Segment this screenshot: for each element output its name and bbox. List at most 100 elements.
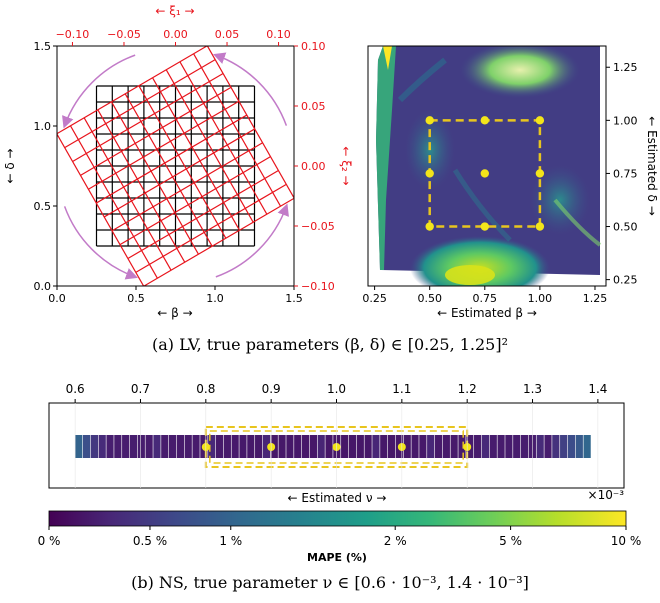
top-tick-label: 1.3 xyxy=(523,382,542,396)
strip-cell xyxy=(239,435,247,458)
right-axis-label: ← ξ₂ → xyxy=(339,146,353,185)
strip-cell xyxy=(419,435,427,458)
strip-cell xyxy=(90,435,98,458)
top-tick-label: 1.4 xyxy=(588,382,607,396)
right-tick-label: 0.00 xyxy=(301,160,326,173)
red-grid-line xyxy=(179,61,268,215)
colorbar-tick-label: 0 % xyxy=(38,534,61,548)
strip-cell xyxy=(184,435,192,458)
red-grid-line xyxy=(135,183,287,273)
y-axis-label: ← Estimated δ → xyxy=(645,116,659,216)
strip-cell xyxy=(114,435,122,458)
strip-cell xyxy=(192,435,200,458)
colorbar-label: MAPE (%) xyxy=(307,551,367,564)
strip-cell xyxy=(403,435,411,458)
strip-cell xyxy=(411,435,419,458)
right-tick-label: 0.10 xyxy=(301,40,326,53)
true-parameter-point xyxy=(425,222,434,231)
colorbar-tick-label: 10 % xyxy=(611,534,642,548)
strip-cell xyxy=(450,435,458,458)
red-grid-line xyxy=(80,86,232,176)
caption-b: (b) NS, true parameter ν ∈ [0.6 · 10⁻³, … xyxy=(131,573,529,592)
strip-cell xyxy=(231,435,239,458)
top-tick-label: 0.7 xyxy=(131,382,150,396)
strip-cell xyxy=(294,435,302,458)
true-parameter-point xyxy=(535,169,545,178)
y-tick-label: 0.25 xyxy=(613,274,638,287)
red-grid-line xyxy=(127,169,279,260)
strip-cell xyxy=(247,435,255,458)
true-parameter-point xyxy=(425,116,434,125)
true-parameter-point xyxy=(535,116,545,125)
strip-cell xyxy=(520,435,529,458)
right-tick-label: 0.05 xyxy=(301,100,326,113)
red-grid-line xyxy=(206,46,294,199)
y-tick-label: 1.25 xyxy=(613,61,638,74)
x-axis-label: ← Estimated β → xyxy=(437,306,537,320)
top-tick-label: 0.8 xyxy=(196,382,215,396)
top-tick-label: −0.10 xyxy=(56,28,90,41)
x-tick-label: 0.75 xyxy=(473,292,498,305)
true-parameter-point xyxy=(425,169,434,178)
true-parameter-point xyxy=(480,116,489,125)
top-tick-label: 0.9 xyxy=(262,382,281,396)
colorbar: 0 % 0.5 % 1 % 2 % 5 % 10 % MAPE (%) xyxy=(38,510,642,564)
red-grid-line xyxy=(95,114,248,204)
red-grid-line xyxy=(72,72,224,163)
x-tick-label: 1.0 xyxy=(206,292,224,305)
strip-cell xyxy=(575,435,583,458)
strip-cell xyxy=(301,435,310,458)
strip-cell xyxy=(552,435,560,458)
colorbar-ticks: 0 % 0.5 % 1 % 2 % 5 % 10 % xyxy=(38,526,642,548)
top-tick-label: 0.6 xyxy=(66,382,85,396)
y-tick-label: 1.0 xyxy=(34,120,52,133)
strip-cell xyxy=(278,435,286,458)
strip-cell xyxy=(497,435,505,458)
strip-cell xyxy=(567,435,576,458)
axis-ticks: 0.0 0.5 1.0 1.50.00.51.01.5−0.10 −0.05 0.00 0.… xyxy=(34,28,335,305)
top-tick-label: 0.10 xyxy=(266,28,291,41)
strip-cell xyxy=(560,435,568,458)
true-parameter-point xyxy=(535,222,545,231)
right-tick-label: −0.05 xyxy=(301,220,335,233)
caption-a: (a) LV, true parameters (β, δ) ∈ [0.25, … xyxy=(152,335,508,354)
panel-a-left: 0.0 0.5 1.0 1.50.00.51.01.5−0.10 −0.05 0.00 0.… xyxy=(3,4,353,320)
x-tick-label: 1.25 xyxy=(583,292,608,305)
plot-frame xyxy=(367,45,607,287)
x-tick-label: 1.00 xyxy=(528,292,553,305)
colorbar-tick-label: 5 % xyxy=(499,534,522,548)
red-grid-line xyxy=(165,69,254,223)
red-grid-line xyxy=(97,109,186,263)
red-grid-line xyxy=(193,53,282,207)
strip-cell xyxy=(505,435,513,458)
strip-cell xyxy=(176,435,185,458)
colorbar-tick-label: 0.5 % xyxy=(133,534,167,548)
y-tick-label: 0.0 xyxy=(34,280,52,293)
strip-cell xyxy=(536,435,544,458)
x-tick-label: 0.5 xyxy=(127,292,145,305)
colorbar-tick-label: 2 % xyxy=(384,534,407,548)
strip-cell xyxy=(82,435,91,458)
strip-cell xyxy=(356,435,364,458)
top-tick-label: 0.00 xyxy=(163,28,188,41)
rotation-arrow xyxy=(62,54,136,129)
red-grid-line xyxy=(111,101,199,255)
top-tick-label: 0.05 xyxy=(215,28,240,41)
x-tick-label: 0.50 xyxy=(417,292,442,305)
colorbar-tick-label: 1 % xyxy=(219,534,242,548)
strip-cell xyxy=(75,435,83,458)
strip-cell xyxy=(317,435,325,458)
x-tick-label: 0.0 xyxy=(48,292,66,305)
red-grid-line xyxy=(83,117,172,271)
strip-cell xyxy=(348,435,357,458)
strip-cell xyxy=(161,435,169,458)
true-parameter-point xyxy=(480,222,489,231)
red-grid-line xyxy=(103,128,256,218)
red-grid-line xyxy=(64,59,216,149)
red-grid-line xyxy=(111,142,263,232)
strip-cell xyxy=(262,435,271,458)
axis-ticks: 0.25 0.50 0.75 1.00 1.25 0.25 0.50 0.75 1.00 1.25 xyxy=(362,61,637,305)
strip-cell xyxy=(513,435,521,458)
x-axis-label: ← β → xyxy=(157,306,192,320)
strip-cell xyxy=(544,435,552,458)
